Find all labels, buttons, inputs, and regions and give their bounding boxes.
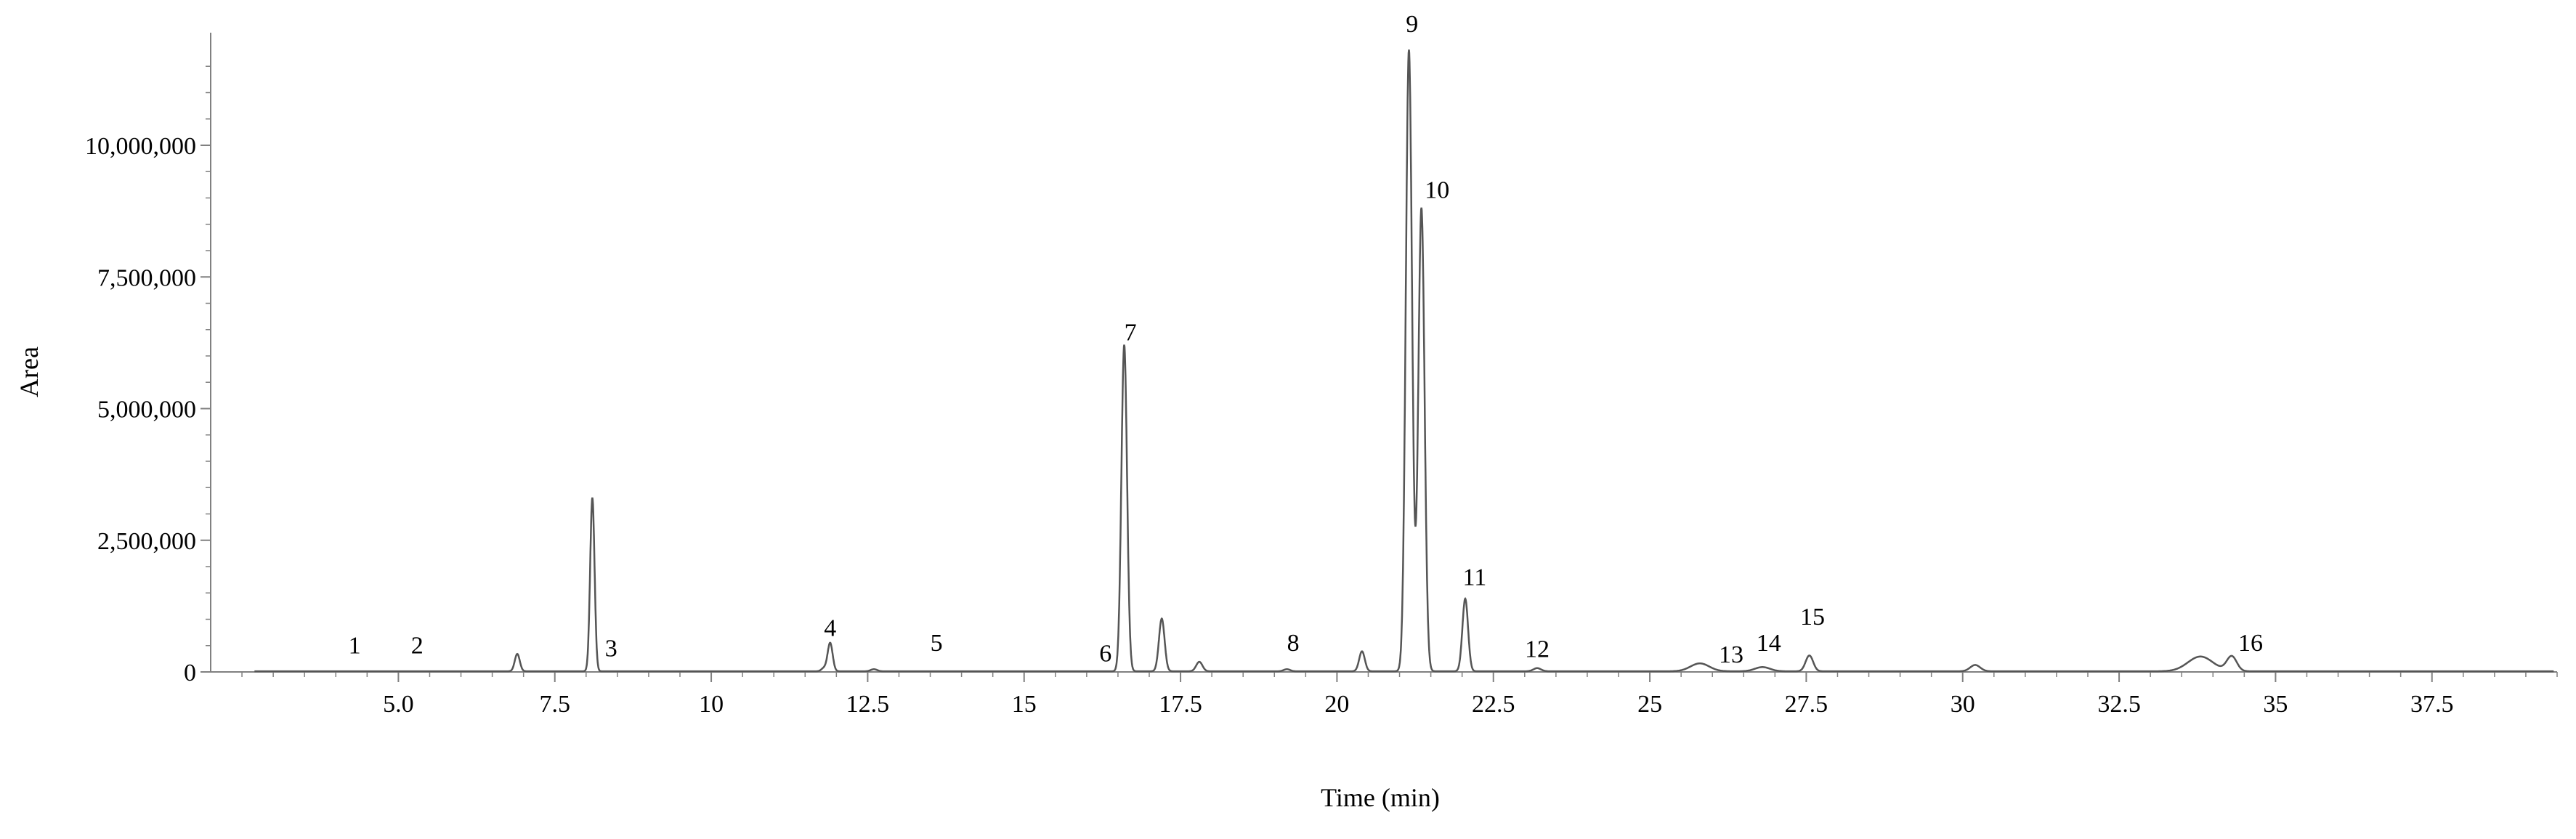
x-tick-label: 32.5 bbox=[2097, 691, 2141, 718]
x-tick-label: 12.5 bbox=[846, 691, 890, 718]
x-axis: 5.0 7.5 10 12.5 15 17.5 20 22.5 25 27.5 30 32.5 35 37… bbox=[211, 671, 2558, 718]
x-tick-label: 7.5 bbox=[539, 691, 570, 718]
peak-label: 10 bbox=[1425, 177, 1449, 204]
chromatogram-trace bbox=[254, 49, 2554, 673]
x-tick-label: 17.5 bbox=[1159, 691, 1202, 718]
peak-label: 1 bbox=[349, 633, 361, 660]
x-tick-label: 22.5 bbox=[1472, 691, 1515, 718]
peak-label: 16 bbox=[2238, 630, 2263, 657]
x-tick-label: 27.5 bbox=[1785, 691, 1828, 718]
x-tick-label: 37.5 bbox=[2410, 691, 2454, 718]
x-axis-title: Time (min) bbox=[1321, 783, 1440, 812]
x-tick-label: 20 bbox=[1324, 691, 1349, 718]
peak-label: 11 bbox=[1463, 564, 1487, 591]
y-axis-title: Area bbox=[15, 346, 44, 397]
peak-label: 6 bbox=[1099, 641, 1111, 668]
peak-label: 15 bbox=[1800, 604, 1825, 631]
series-group bbox=[254, 49, 2554, 673]
x-tick-label: 15 bbox=[1012, 691, 1037, 718]
y-tick-label: 2,500,000 bbox=[97, 528, 196, 555]
peak-label: 7 bbox=[1125, 319, 1137, 346]
x-tick-label: 10 bbox=[699, 691, 724, 718]
peak-label: 5 bbox=[931, 630, 943, 657]
y-tick-label: 0 bbox=[184, 660, 196, 686]
x-tick-label: 35 bbox=[2263, 691, 2288, 718]
y-tick-label: 7,500,000 bbox=[97, 264, 196, 291]
peak-label: 8 bbox=[1287, 630, 1300, 657]
peak-label: 9 bbox=[1406, 11, 1418, 38]
y-tick-label: 5,000,000 bbox=[97, 397, 196, 423]
peak-label: 14 bbox=[1757, 630, 1781, 657]
x-tick-label: 25 bbox=[1637, 691, 1662, 718]
x-tick-label: 30 bbox=[1951, 691, 1975, 718]
peak-label: 3 bbox=[605, 635, 617, 662]
y-axis: 0 2,500,000 5,000,000 7,500,000 10,000,000 bbox=[85, 33, 211, 686]
peak-label: 4 bbox=[824, 615, 836, 642]
y-tick-label: 10,000,000 bbox=[85, 133, 196, 160]
peak-label: 12 bbox=[1525, 636, 1550, 663]
peak-label: 2 bbox=[411, 633, 424, 660]
x-tick-label: 5.0 bbox=[383, 691, 414, 718]
peak-label: 13 bbox=[1719, 641, 1743, 668]
